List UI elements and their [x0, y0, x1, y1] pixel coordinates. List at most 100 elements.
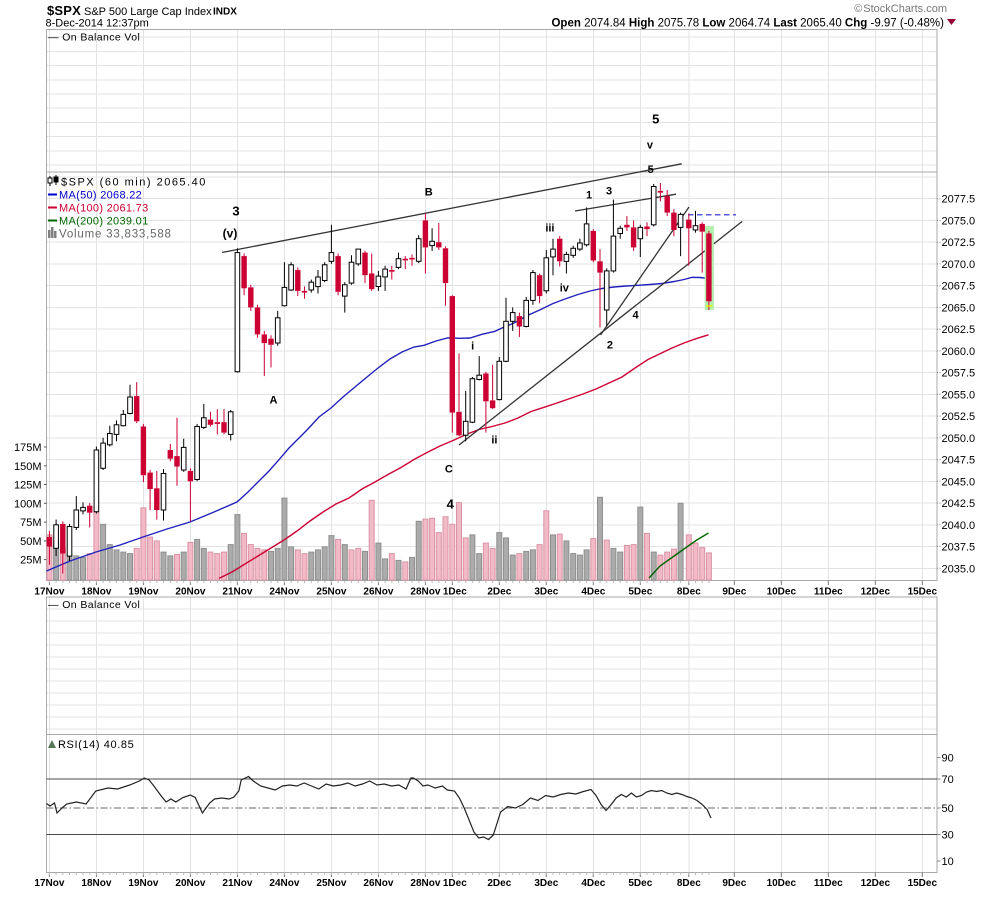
svg-text:2062.5: 2062.5 [942, 324, 976, 336]
svg-text:2057.5: 2057.5 [942, 368, 976, 380]
svg-text:A: A [270, 395, 278, 407]
svg-text:9Dec: 9Dec [722, 587, 746, 598]
svg-text:26Nov: 26Nov [363, 878, 393, 889]
svg-text:RSI(14) 40.85: RSI(14) 40.85 [58, 739, 134, 751]
svg-text:2075.0: 2075.0 [942, 215, 976, 227]
svg-text:4: 4 [447, 497, 455, 512]
svg-text:$SPX: $SPX [47, 3, 81, 18]
svg-text:11Dec: 11Dec [814, 587, 843, 598]
svg-text:21Nov: 21Nov [222, 587, 252, 598]
svg-text:2070.0: 2070.0 [942, 259, 976, 271]
svg-text:28Nov: 28Nov [410, 878, 440, 889]
svg-text:MA(200) 2039.01: MA(200) 2039.01 [59, 216, 149, 228]
svg-text:3Dec: 3Dec [534, 878, 558, 889]
svg-text:50: 50 [942, 803, 954, 815]
svg-text:2Dec: 2Dec [487, 587, 511, 598]
svg-text:2037.5: 2037.5 [942, 542, 976, 554]
svg-text:5Dec: 5Dec [628, 587, 652, 598]
svg-text:17Nov: 17Nov [34, 587, 64, 598]
svg-text:2067.5: 2067.5 [942, 281, 976, 293]
svg-text:19Nov: 19Nov [128, 878, 158, 889]
svg-text:1Dec: 1Dec [443, 587, 467, 598]
svg-text:— On Balance Vol: — On Balance Vol [48, 32, 140, 44]
svg-text:2050.0: 2050.0 [942, 433, 976, 445]
svg-text:28Nov: 28Nov [410, 587, 440, 598]
svg-text:ii: ii [491, 435, 497, 447]
svg-text:MA(100) 2061.73: MA(100) 2061.73 [59, 203, 149, 215]
svg-text:5Dec: 5Dec [628, 878, 652, 889]
svg-text:INDX: INDX [213, 7, 237, 18]
svg-text:15Dec: 15Dec [908, 587, 938, 598]
svg-text:4Dec: 4Dec [581, 587, 605, 598]
svg-text:© StockCharts.com: © StockCharts.com [854, 3, 947, 15]
svg-text:10: 10 [942, 856, 954, 868]
svg-text:19Nov: 19Nov [128, 587, 158, 598]
svg-text:9Dec: 9Dec [722, 878, 746, 889]
svg-text:2045.0: 2045.0 [942, 476, 976, 488]
svg-text:v: v [647, 140, 654, 152]
svg-text:2Dec: 2Dec [487, 878, 511, 889]
svg-text:1Dec: 1Dec [443, 878, 467, 889]
svg-text:18Nov: 18Nov [81, 878, 111, 889]
svg-text:2065.0: 2065.0 [942, 302, 976, 314]
svg-text:175M: 175M [14, 442, 42, 454]
svg-text:2035.0: 2035.0 [942, 563, 976, 575]
svg-text:8Dec: 8Dec [677, 878, 701, 889]
svg-text:150M: 150M [14, 461, 42, 473]
svg-text:24Nov: 24Nov [269, 587, 299, 598]
svg-text:12Dec: 12Dec [861, 587, 891, 598]
svg-text:iv: iv [560, 283, 570, 295]
svg-text:(v): (v) [223, 227, 238, 241]
svg-text:C: C [445, 464, 453, 476]
svg-text:2077.5: 2077.5 [942, 194, 976, 206]
svg-text:100M: 100M [14, 498, 42, 510]
svg-text:2: 2 [607, 340, 613, 352]
svg-text:— On Balance Vol: — On Balance Vol [48, 599, 140, 611]
svg-text:20Nov: 20Nov [175, 587, 205, 598]
svg-text:75M: 75M [20, 517, 41, 529]
svg-text:10Dec: 10Dec [767, 587, 797, 598]
svg-text:2042.5: 2042.5 [942, 498, 976, 510]
svg-text:20Nov: 20Nov [175, 878, 205, 889]
svg-text:50M: 50M [20, 536, 41, 548]
svg-text:3Dec: 3Dec [534, 587, 558, 598]
svg-text:1: 1 [586, 190, 592, 202]
svg-text:4: 4 [632, 310, 639, 322]
svg-text:3: 3 [232, 204, 239, 219]
svg-text:25Nov: 25Nov [316, 587, 346, 598]
svg-text:5: 5 [648, 164, 654, 176]
svg-text:25M: 25M [20, 555, 41, 567]
svg-text:2047.5: 2047.5 [942, 455, 976, 467]
svg-text:11Dec: 11Dec [814, 878, 843, 889]
svg-text:125M: 125M [14, 480, 42, 492]
svg-text:8-Dec-2014 12:37pm: 8-Dec-2014 12:37pm [46, 18, 149, 30]
svg-text:4Dec: 4Dec [581, 878, 605, 889]
svg-text:3: 3 [606, 186, 612, 198]
svg-text:24Nov: 24Nov [269, 878, 299, 889]
svg-text:Open 2074.84 High 2075.78 Low: Open 2074.84 High 2075.78 Low 2064.74 La… [551, 18, 944, 30]
svg-text:21Nov: 21Nov [222, 878, 252, 889]
svg-text:18Nov: 18Nov [81, 587, 111, 598]
svg-text:5: 5 [652, 112, 659, 127]
svg-text:2040.0: 2040.0 [942, 520, 976, 532]
svg-text:2055.0: 2055.0 [942, 389, 976, 401]
svg-text:2052.5: 2052.5 [942, 411, 976, 423]
svg-text:MA(50) 2068.22: MA(50) 2068.22 [59, 190, 142, 202]
svg-text:26Nov: 26Nov [363, 587, 393, 598]
svg-text:2060.0: 2060.0 [942, 346, 976, 358]
svg-text:30: 30 [942, 830, 954, 842]
svg-text:$SPX (60 min) 2065.40: $SPX (60 min) 2065.40 [61, 177, 207, 189]
svg-text:8Dec: 8Dec [677, 587, 701, 598]
svg-text:10Dec: 10Dec [767, 878, 797, 889]
svg-text:Volume 33,833,588: Volume 33,833,588 [59, 229, 172, 241]
svg-text:S&P 500 Large Cap Index: S&P 500 Large Cap Index [84, 6, 212, 18]
svg-text:B: B [425, 187, 433, 199]
svg-text:12Dec: 12Dec [861, 878, 891, 889]
svg-text:i: i [471, 341, 474, 353]
svg-text:25Nov: 25Nov [316, 878, 346, 889]
svg-text:15Dec: 15Dec [908, 878, 938, 889]
svg-text:2072.5: 2072.5 [942, 237, 976, 249]
svg-text:17Nov: 17Nov [34, 878, 64, 889]
svg-text:70: 70 [942, 774, 954, 786]
svg-text:iii: iii [545, 223, 554, 235]
